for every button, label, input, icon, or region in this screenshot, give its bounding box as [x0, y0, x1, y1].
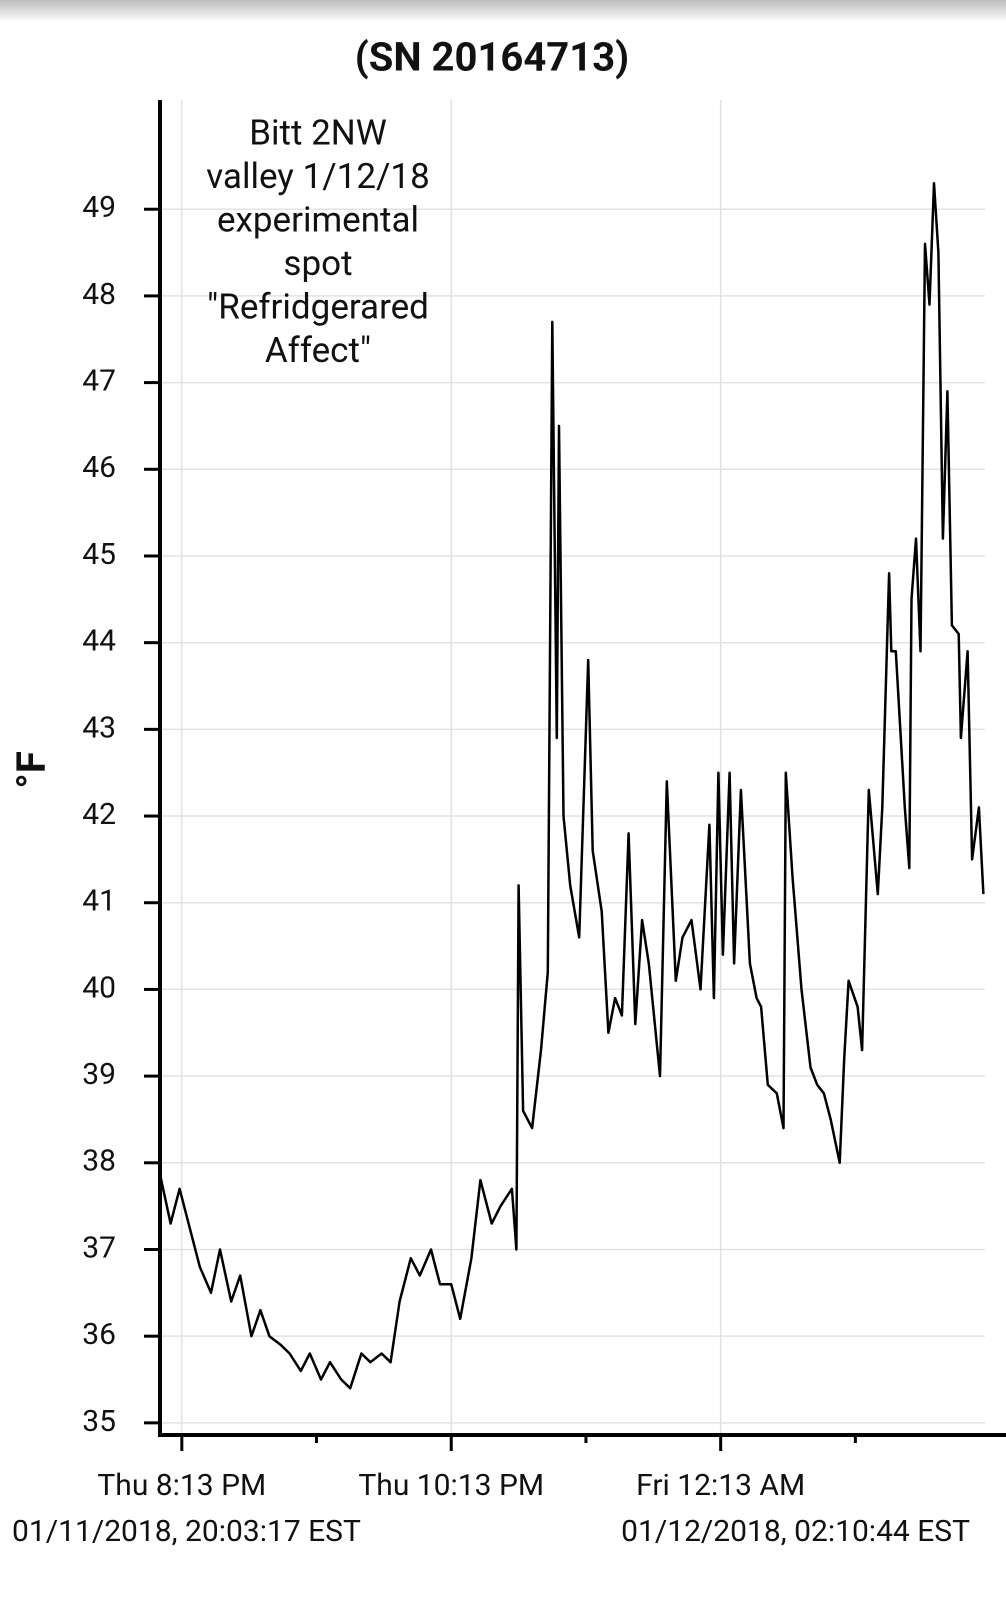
y-tick-label: 49 [82, 190, 116, 225]
y-tick-label: 47 [82, 364, 116, 399]
y-tick-label: 45 [82, 537, 116, 572]
start-time-label: 01/11/2018, 20:03:17 EST [12, 1514, 361, 1549]
y-tick-label: 46 [82, 450, 116, 485]
y-axis-label: °F [8, 751, 55, 789]
y-tick-label: 38 [82, 1144, 116, 1179]
plot [158, 181, 985, 1390]
y-tick-label: 39 [82, 1057, 116, 1092]
y-tick-label: 43 [82, 710, 116, 745]
annotation-line: valley 1/12/18 [206, 156, 430, 197]
x-tick-label: Thu 10:13 PM [358, 1468, 544, 1503]
x-tick-label: Fri 12:13 AM [636, 1468, 805, 1503]
top-shade [0, 0, 1006, 22]
chart-title: (SN 20164713) [355, 34, 629, 81]
grid [160, 100, 985, 1435]
annotation-line: "Refridgerared [207, 286, 429, 327]
annotation-line: Bitt 2NW [249, 112, 387, 153]
annotation-line: spot [283, 243, 352, 284]
y-tick-label: 44 [82, 624, 116, 659]
y-tick-label: 41 [82, 884, 116, 919]
y-tick-label: 40 [82, 970, 116, 1005]
y-tick-label: 48 [82, 277, 116, 312]
end-time-label: 01/12/2018, 02:10:44 EST [621, 1514, 970, 1549]
axes: 35 36 37 38 39 40 41 42 43 44 45 46 47 48 49 Thu 8:13 P… [82, 100, 1006, 1503]
y-tick-label: 37 [82, 1230, 116, 1265]
annotation-line: Affect" [265, 330, 371, 371]
data-line [158, 181, 985, 1390]
y-tick-label: 42 [82, 797, 116, 832]
x-tick-label: Thu 8:13 PM [97, 1468, 266, 1503]
y-tick-label: 36 [82, 1317, 116, 1352]
annotation-line: experimental [217, 199, 419, 240]
y-tick-label: 35 [82, 1404, 116, 1439]
